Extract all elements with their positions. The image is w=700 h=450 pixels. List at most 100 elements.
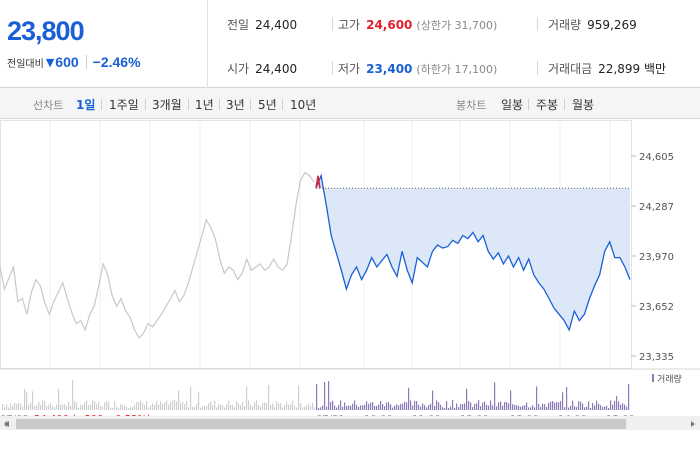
volume-bar	[566, 387, 568, 410]
volume-bar	[530, 407, 532, 410]
volume-bar	[468, 400, 470, 410]
volume-bar	[624, 404, 626, 410]
volume-bar	[538, 403, 540, 410]
volume-bar	[150, 405, 152, 410]
volume-bar	[310, 406, 312, 410]
volume-bar	[102, 406, 104, 410]
volume-bar	[210, 401, 212, 410]
volume-bar	[532, 405, 534, 410]
volume-bar	[382, 404, 384, 410]
volume-bar	[442, 407, 444, 410]
chart-scrollbar[interactable]	[0, 416, 700, 430]
volume-bar	[398, 405, 400, 410]
volume-bar	[16, 404, 18, 410]
volume-bar	[198, 391, 200, 410]
volume-bar	[622, 403, 624, 410]
volume-bar	[412, 405, 414, 410]
tab-weekly-candle[interactable]: 주봉	[536, 98, 559, 112]
volume-bar	[554, 402, 556, 410]
volume-bar	[8, 407, 10, 410]
stat-value: 24,400	[255, 62, 298, 76]
volume-bar	[212, 405, 214, 410]
volume-bar	[540, 406, 542, 410]
volume-bar	[330, 401, 332, 410]
volume-bar	[286, 401, 288, 410]
scroll-right-arrow-icon[interactable]	[691, 421, 695, 427]
tab-3year[interactable]: 3년	[226, 98, 245, 112]
volume-bar	[244, 406, 246, 410]
volume-bar	[476, 403, 478, 410]
stat-volume: 거래량 959,269	[548, 16, 637, 33]
volume-bar	[506, 402, 508, 410]
volume-bar	[34, 406, 36, 410]
volume-bar	[486, 404, 488, 410]
tab-daily-candle[interactable]: 일봉	[501, 98, 524, 112]
tab-5year[interactable]: 5년	[258, 98, 277, 112]
stats-grid: 전일 24,400 고가 24,600 (상한가 31,700) 거래량 959…	[208, 0, 700, 88]
volume-bar	[594, 405, 596, 410]
volume-bar	[416, 401, 418, 410]
tab-monthly-candle[interactable]: 월봉	[572, 98, 595, 112]
volume-bar	[130, 407, 132, 410]
divider	[564, 99, 565, 110]
volume-bar	[628, 384, 630, 410]
volume-bar	[32, 391, 34, 410]
volume-bar	[240, 405, 242, 410]
volume-bar	[560, 401, 562, 410]
divider	[537, 61, 538, 75]
volume-bar	[436, 400, 438, 410]
price-change-row: 전일대비 ▼ 600 −2.46%	[7, 54, 141, 70]
volume-bar	[204, 406, 206, 410]
divider	[282, 99, 283, 110]
volume-bar	[90, 404, 92, 410]
volume-bar	[570, 405, 572, 410]
volume-bar	[488, 405, 490, 410]
upper-limit: (상한가 31,700)	[416, 19, 498, 32]
volume-bar	[168, 404, 170, 410]
stat-value: 22,899 백만	[598, 62, 667, 76]
volume-bar	[418, 404, 420, 410]
stat-open: 시가 24,400	[227, 60, 297, 77]
volume-bar	[96, 404, 98, 410]
volume-bar	[390, 404, 392, 410]
volume-bar	[394, 405, 396, 410]
volume-bar	[194, 406, 196, 410]
volume-bar	[606, 405, 608, 410]
volume-bar	[24, 389, 26, 410]
volume-bar	[428, 404, 430, 410]
tab-1day[interactable]: 1일	[76, 98, 96, 112]
volume-bar	[340, 400, 342, 410]
volume-bar	[112, 407, 114, 410]
below-reference-area	[316, 175, 630, 330]
volume-bar	[526, 402, 528, 410]
volume-bar	[116, 406, 118, 410]
tab-1week[interactable]: 1주일	[109, 98, 139, 112]
volume-bar	[380, 401, 382, 410]
divider	[188, 99, 189, 110]
volume-bar	[336, 407, 338, 410]
tab-1year[interactable]: 1년	[195, 98, 214, 112]
volume-bar	[568, 407, 570, 410]
tab-10year[interactable]: 10년	[290, 98, 317, 112]
volume-bar	[332, 400, 334, 410]
stat-label: 저가	[338, 62, 361, 76]
volume-bar	[44, 400, 46, 410]
scroll-left-arrow-icon[interactable]	[5, 421, 9, 427]
volume-bar	[170, 402, 172, 410]
volume-bar	[582, 403, 584, 410]
volume-bar	[218, 404, 220, 410]
change-amount: 600	[55, 54, 79, 70]
volume-bar	[462, 404, 464, 410]
volume-bar	[556, 401, 558, 410]
volume-bar	[458, 407, 460, 410]
volume-bar	[362, 405, 364, 410]
tab-3month[interactable]: 3개월	[152, 98, 182, 112]
volume-bar	[376, 405, 378, 410]
volume-bar	[248, 400, 250, 410]
volume-bar	[434, 406, 436, 410]
volume-bar	[196, 403, 198, 410]
volume-bar	[142, 402, 144, 410]
volume-bar	[98, 401, 100, 410]
volume-bar	[360, 405, 362, 410]
